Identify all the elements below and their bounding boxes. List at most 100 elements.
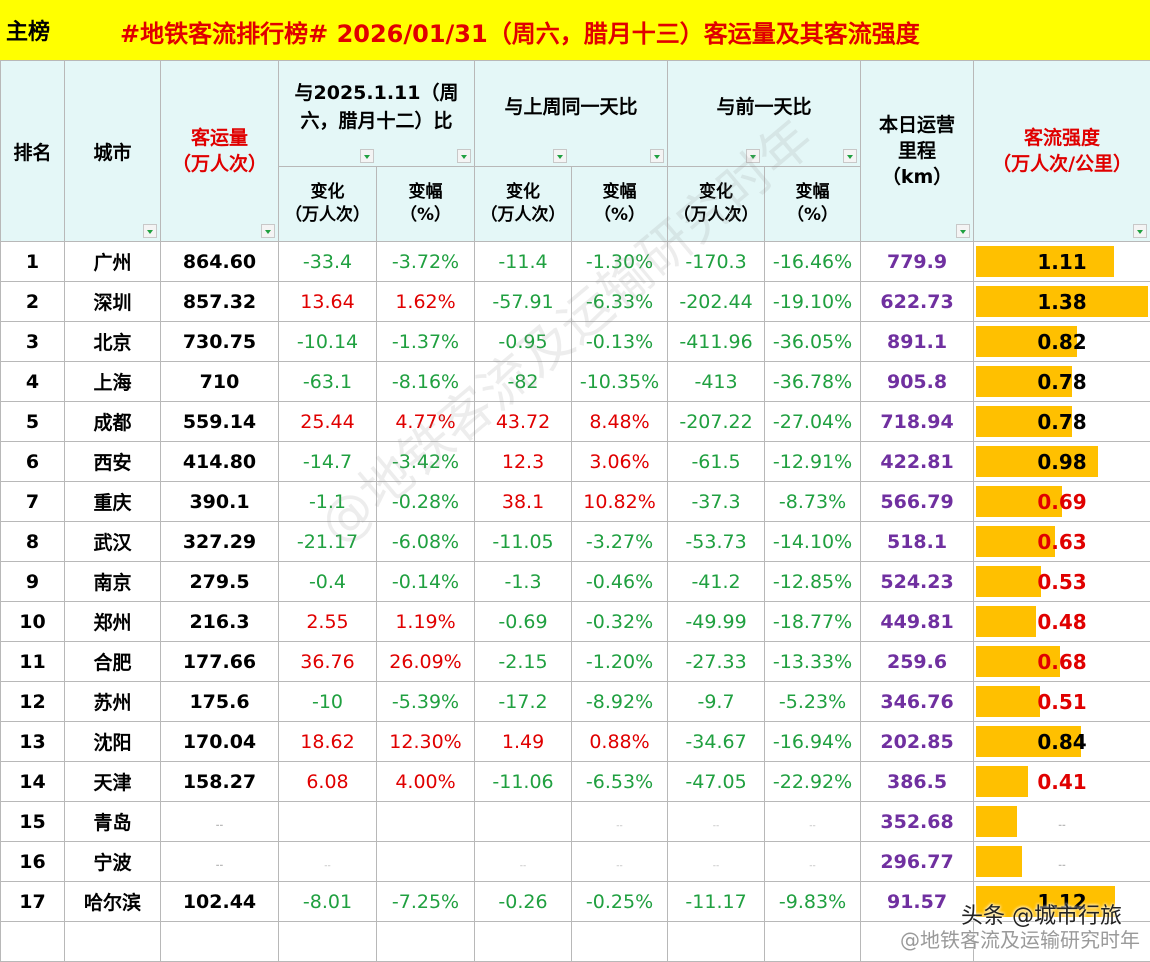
change-vs-last-week-cell[interactable]: -2.15 — [475, 642, 572, 682]
rank-cell[interactable]: 6 — [1, 442, 65, 482]
rate-vs-last-week-cell[interactable]: -0.46% — [572, 562, 668, 602]
rank-cell[interactable]: 9 — [1, 562, 65, 602]
rank-cell[interactable]: 3 — [1, 322, 65, 362]
volume-cell[interactable] — [161, 922, 279, 962]
rate-vs-last-week-cell[interactable] — [572, 922, 668, 962]
change-vs-last-year-cell[interactable]: 6.08 — [279, 762, 377, 802]
volume-cell[interactable]: 857.32 — [161, 282, 279, 322]
filter-dropdown-icon[interactable] — [261, 224, 275, 238]
volume-cell[interactable]: 158.27 — [161, 762, 279, 802]
city-cell[interactable]: 哈尔滨 — [65, 882, 161, 922]
change-vs-prev-day-cell[interactable]: -- — [668, 842, 765, 882]
change-vs-last-year-cell[interactable]: -10 — [279, 682, 377, 722]
rate-vs-last-week-cell[interactable]: -0.13% — [572, 322, 668, 362]
change-vs-last-year-cell[interactable]: -14.7 — [279, 442, 377, 482]
rate-vs-last-year-cell[interactable]: -6.08% — [377, 522, 475, 562]
rank-cell[interactable]: 8 — [1, 522, 65, 562]
city-cell[interactable]: 上海 — [65, 362, 161, 402]
change-vs-last-week-cell[interactable]: -57.91 — [475, 282, 572, 322]
rank-cell[interactable]: 1 — [1, 242, 65, 282]
mileage-cell[interactable]: 91.57 — [861, 882, 974, 922]
mileage-cell[interactable]: 422.81 — [861, 442, 974, 482]
change-vs-last-year-cell[interactable]: -63.1 — [279, 362, 377, 402]
change-vs-last-week-cell[interactable]: -11.05 — [475, 522, 572, 562]
change-vs-last-week-cell[interactable]: -82 — [475, 362, 572, 402]
volume-cell[interactable]: 102.44 — [161, 882, 279, 922]
rank-cell[interactable]: 5 — [1, 402, 65, 442]
rate-vs-last-year-cell[interactable]: -8.16% — [377, 362, 475, 402]
change-vs-last-year-cell[interactable]: -8.01 — [279, 882, 377, 922]
change-vs-last-week-cell[interactable]: -11.4 — [475, 242, 572, 282]
rate-vs-last-week-cell[interactable]: 10.82% — [572, 482, 668, 522]
change-vs-prev-day-cell[interactable]: -47.05 — [668, 762, 765, 802]
change-vs-prev-day-cell[interactable]: -9.7 — [668, 682, 765, 722]
rate-vs-prev-day-cell[interactable]: -- — [765, 802, 861, 842]
change-vs-prev-day-cell[interactable]: -53.73 — [668, 522, 765, 562]
volume-cell[interactable]: 730.75 — [161, 322, 279, 362]
change-vs-last-year-cell[interactable]: -21.17 — [279, 522, 377, 562]
filter-dropdown-icon[interactable] — [360, 149, 374, 163]
rate-vs-last-week-cell[interactable]: 0.88% — [572, 722, 668, 762]
city-cell[interactable]: 合肥 — [65, 642, 161, 682]
city-cell[interactable]: 成都 — [65, 402, 161, 442]
mileage-cell[interactable]: 718.94 — [861, 402, 974, 442]
rate-vs-last-week-cell[interactable]: -1.30% — [572, 242, 668, 282]
change-vs-last-week-cell[interactable]: -0.26 — [475, 882, 572, 922]
filter-dropdown-icon[interactable] — [457, 149, 471, 163]
mileage-cell[interactable]: 524.23 — [861, 562, 974, 602]
change-vs-last-year-cell[interactable]: 18.62 — [279, 722, 377, 762]
rate-vs-last-year-cell[interactable]: -1.37% — [377, 322, 475, 362]
change-vs-last-week-cell[interactable]: -11.06 — [475, 762, 572, 802]
rate-vs-prev-day-cell[interactable]: -16.46% — [765, 242, 861, 282]
volume-cell[interactable]: -- — [161, 842, 279, 882]
change-vs-last-year-cell[interactable]: -- — [279, 842, 377, 882]
change-vs-last-year-cell[interactable]: -33.4 — [279, 242, 377, 282]
city-cell[interactable]: 广州 — [65, 242, 161, 282]
intensity-cell[interactable]: 1.38 — [974, 282, 1150, 322]
rate-vs-last-week-cell[interactable]: -3.27% — [572, 522, 668, 562]
rank-cell[interactable]: 16 — [1, 842, 65, 882]
rate-vs-last-year-cell[interactable]: 1.62% — [377, 282, 475, 322]
volume-cell[interactable]: 390.1 — [161, 482, 279, 522]
rate-vs-last-year-cell[interactable]: 1.19% — [377, 602, 475, 642]
change-vs-prev-day-cell[interactable]: -27.33 — [668, 642, 765, 682]
change-vs-last-week-cell[interactable]: 43.72 — [475, 402, 572, 442]
change-vs-prev-day-cell[interactable]: -41.2 — [668, 562, 765, 602]
rank-cell[interactable] — [1, 922, 65, 962]
rate-vs-prev-day-cell[interactable]: -13.33% — [765, 642, 861, 682]
change-vs-prev-day-cell[interactable]: -170.3 — [668, 242, 765, 282]
mileage-cell[interactable]: 622.73 — [861, 282, 974, 322]
rank-cell[interactable]: 15 — [1, 802, 65, 842]
intensity-cell[interactable]: 0.78 — [974, 362, 1150, 402]
change-vs-last-week-cell[interactable] — [475, 922, 572, 962]
change-vs-prev-day-cell[interactable]: -61.5 — [668, 442, 765, 482]
mileage-cell[interactable]: 779.9 — [861, 242, 974, 282]
change-vs-prev-day-cell[interactable] — [668, 922, 765, 962]
mileage-cell[interactable]: 346.76 — [861, 682, 974, 722]
change-vs-last-week-cell[interactable]: 12.3 — [475, 442, 572, 482]
rate-vs-last-week-cell[interactable]: -- — [572, 802, 668, 842]
rank-cell[interactable]: 4 — [1, 362, 65, 402]
rate-vs-prev-day-cell[interactable]: -19.10% — [765, 282, 861, 322]
rate-vs-last-year-cell[interactable]: 26.09% — [377, 642, 475, 682]
change-vs-last-year-cell[interactable]: 36.76 — [279, 642, 377, 682]
header-compare-last-week[interactable]: 与上周同一天比 — [475, 61, 668, 167]
city-cell[interactable]: 重庆 — [65, 482, 161, 522]
intensity-cell[interactable]: 0.53 — [974, 562, 1150, 602]
intensity-cell[interactable]: 0.48 — [974, 602, 1150, 642]
rate-vs-prev-day-cell[interactable]: -12.91% — [765, 442, 861, 482]
filter-dropdown-icon[interactable] — [1133, 224, 1147, 238]
change-vs-last-week-cell[interactable]: -17.2 — [475, 682, 572, 722]
rank-cell[interactable]: 2 — [1, 282, 65, 322]
rank-cell[interactable]: 17 — [1, 882, 65, 922]
change-vs-prev-day-cell[interactable]: -413 — [668, 362, 765, 402]
rate-vs-last-week-cell[interactable]: -6.33% — [572, 282, 668, 322]
filter-dropdown-icon[interactable] — [746, 149, 760, 163]
rate-vs-last-week-cell[interactable]: -- — [572, 842, 668, 882]
volume-cell[interactable]: 559.14 — [161, 402, 279, 442]
change-vs-last-year-cell[interactable]: -0.4 — [279, 562, 377, 602]
city-cell[interactable]: 南京 — [65, 562, 161, 602]
intensity-cell[interactable]: 0.78 — [974, 402, 1150, 442]
change-vs-prev-day-cell[interactable]: -34.67 — [668, 722, 765, 762]
city-cell[interactable]: 北京 — [65, 322, 161, 362]
